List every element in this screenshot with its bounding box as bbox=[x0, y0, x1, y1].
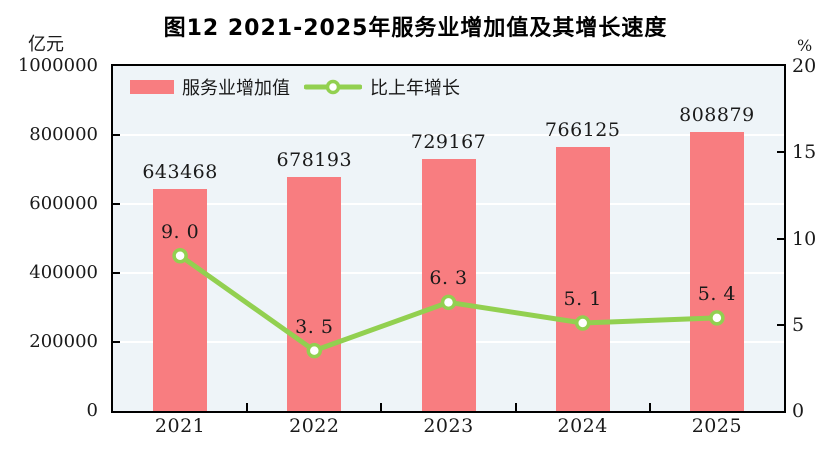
bar bbox=[287, 177, 342, 411]
growth-line-chart bbox=[172, 248, 725, 359]
line-marker bbox=[574, 315, 591, 331]
left-axis-tick-label: 200000 bbox=[29, 331, 98, 352]
growth-value-label: 5. 4 bbox=[697, 282, 737, 305]
left-axis-tick bbox=[113, 203, 120, 205]
legend-line-label: 比上年增长 bbox=[370, 78, 460, 99]
line-marker bbox=[709, 310, 725, 326]
legend-line-swatch bbox=[304, 79, 362, 95]
x-axis-labels: 2021 2022 2023 2024 2025 bbox=[111, 415, 786, 441]
bar-value-label: 678193 bbox=[276, 149, 353, 172]
right-axis-tick-label: 5 bbox=[792, 313, 805, 336]
x-axis-label: 2022 bbox=[289, 415, 340, 437]
bar bbox=[153, 189, 208, 411]
bar-value-label: 729167 bbox=[410, 131, 487, 154]
legend-bar-label: 服务业增加值 bbox=[182, 78, 290, 99]
right-axis-tick-labels: 0 5 10 15 20 bbox=[792, 0, 831, 456]
right-axis-tick bbox=[777, 323, 784, 326]
left-axis-tick-label: 1000000 bbox=[17, 55, 98, 76]
right-axis-tick bbox=[777, 151, 784, 154]
growth-value-label: 3. 5 bbox=[295, 315, 334, 338]
chart-title: 图12 2021-2025年服务业增加值及其增长速度 bbox=[163, 16, 668, 41]
right-axis-unit: % bbox=[797, 36, 813, 55]
x-axis-label: 2021 bbox=[154, 415, 206, 437]
left-axis-tick-label: 400000 bbox=[29, 262, 98, 283]
x-axis-tick bbox=[246, 403, 249, 411]
bar-value-label: 766125 bbox=[544, 118, 621, 141]
left-axis-tick bbox=[113, 341, 120, 343]
x-axis-tick bbox=[380, 403, 383, 411]
left-axis-tick-labels: 0 200000 400000 600000 800000 1000000 bbox=[0, 0, 98, 456]
growth-value-label: 5. 1 bbox=[563, 288, 602, 311]
right-axis-tick bbox=[777, 237, 784, 240]
x-axis-label: 2024 bbox=[557, 415, 608, 437]
right-axis-tick-label: 0 bbox=[792, 400, 805, 422]
right-axis-tick-label: 15 bbox=[792, 141, 817, 164]
x-axis-tick bbox=[514, 403, 517, 411]
bar-value-label: 808879 bbox=[679, 103, 755, 126]
right-axis-tick-label: 10 bbox=[792, 227, 817, 250]
left-axis-tick-label: 800000 bbox=[29, 124, 98, 145]
legend-bar-swatch bbox=[130, 80, 174, 94]
line-marker bbox=[440, 294, 457, 311]
line-marker bbox=[172, 248, 188, 264]
bar bbox=[689, 131, 744, 411]
left-axis-tick bbox=[113, 272, 120, 274]
left-axis-tick-label: 0 bbox=[86, 400, 98, 421]
left-axis-unit: 亿元 bbox=[28, 34, 64, 55]
bar-value-label: 643468 bbox=[142, 161, 218, 183]
bar bbox=[421, 159, 476, 411]
line-marker bbox=[306, 342, 323, 359]
x-axis-label: 2025 bbox=[691, 415, 743, 437]
legend: 服务业增加值 比上年增长 bbox=[130, 75, 474, 99]
growth-value-label: 9. 0 bbox=[160, 220, 200, 243]
x-axis-label: 2023 bbox=[423, 415, 474, 437]
x-axis-tick bbox=[648, 403, 651, 411]
gridline bbox=[113, 134, 784, 136]
right-axis-tick-label: 20 bbox=[792, 55, 817, 77]
bar bbox=[555, 146, 610, 411]
left-axis-tick bbox=[113, 134, 120, 136]
growth-value-label: 6. 3 bbox=[429, 267, 468, 290]
plot-area: 服务业增加值 比上年增长 643468 678193 729167 766125 808… bbox=[111, 64, 786, 413]
left-axis-tick-label: 600000 bbox=[29, 193, 98, 214]
